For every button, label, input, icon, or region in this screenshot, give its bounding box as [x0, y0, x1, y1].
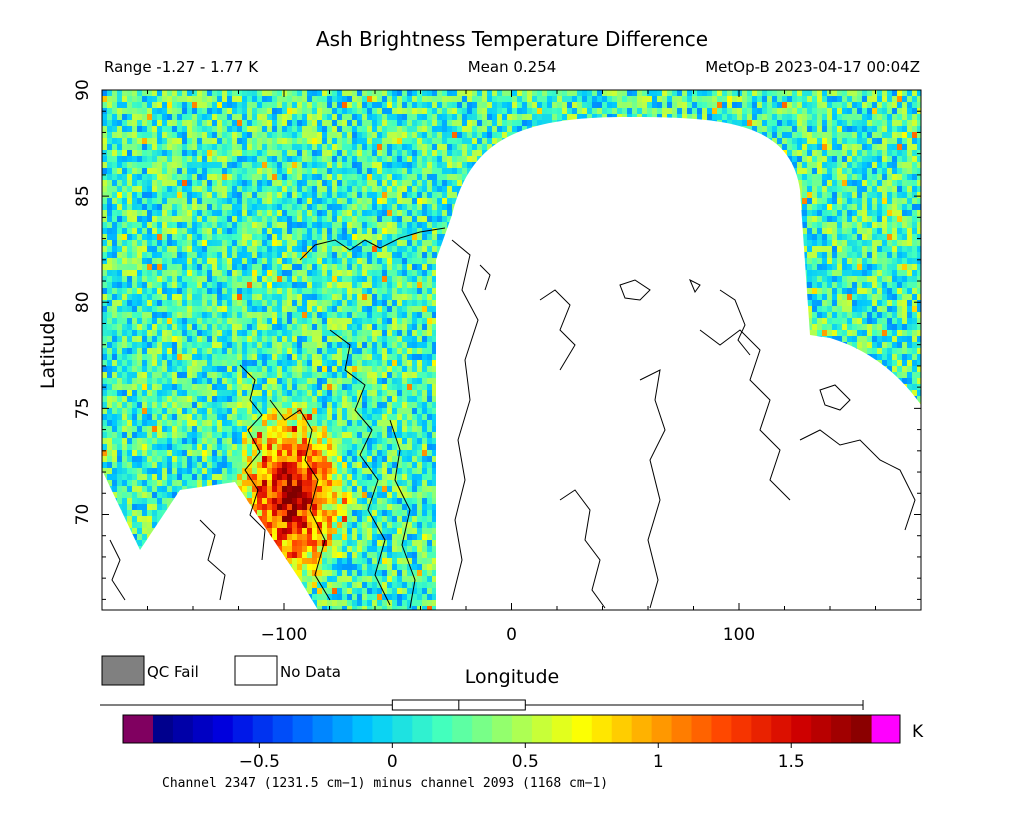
colorbar-segment	[851, 715, 872, 743]
colorbar-segment	[412, 715, 433, 743]
y-tick-label: 75	[73, 398, 93, 420]
legend-swatch-qc-fail	[101, 655, 145, 686]
colorbar-segment	[452, 715, 473, 743]
legend-label-no-data: No Data	[280, 663, 341, 681]
y-tick-label: 90	[73, 79, 93, 101]
x-tick-label: −100	[261, 625, 308, 645]
coastline-path-12	[699, 329, 791, 501]
colorbar-segment	[332, 715, 354, 743]
y-tick-label: 85	[73, 185, 93, 207]
coastline-path-14	[619, 279, 651, 301]
coastline-path-17	[819, 384, 851, 411]
coastline-path-1	[299, 227, 446, 261]
coastline-path-6	[109, 539, 126, 601]
coastline-path-7	[199, 519, 226, 601]
colorbar-segment	[531, 715, 553, 743]
colorbar-segment	[232, 715, 254, 743]
coastline-path-18	[479, 264, 491, 291]
colorbar-segment	[551, 715, 573, 743]
colorbar-segment	[691, 715, 713, 743]
footnote: Channel 2347 (1231.5 cm−1) minus channel…	[162, 776, 608, 791]
colorbar-units: K	[912, 722, 924, 742]
colorbar: −0.5 0 0.5 1 1.5	[122, 714, 901, 772]
colorbar-segment	[571, 715, 593, 743]
colorbar-segment	[631, 715, 653, 743]
no-data-region	[102, 117, 921, 610]
colorbar-segment	[611, 715, 633, 743]
y-tick-label: 70	[73, 504, 93, 526]
colorbar-segment	[791, 715, 812, 743]
colorbar-segment	[472, 715, 493, 743]
colorbar-segment	[751, 715, 772, 743]
x-tick-label: 0	[506, 625, 517, 645]
satellite-time-text: MetOp-B 2023-04-17 00:04Z	[705, 58, 920, 76]
colorbar-tick-label: −0.5	[239, 752, 280, 772]
colorbar-segment	[272, 715, 294, 743]
colorbar-segment	[432, 715, 453, 743]
range-text: Range -1.27 - 1.77 K	[104, 58, 259, 76]
coastline-path-3	[269, 399, 331, 601]
colorbar-segment	[512, 715, 533, 743]
colorbar-tick-label: 1	[653, 752, 664, 772]
mean-text: Mean 0.254	[468, 58, 557, 76]
colorbar-tick-label: 0	[387, 752, 398, 772]
y-axis-label: Latitude	[37, 311, 59, 389]
colorbar-segment	[312, 715, 334, 743]
colorbar-segment	[831, 715, 852, 743]
colorbar-segment	[392, 715, 413, 743]
x-tick-label: 100	[723, 625, 755, 645]
colorbar-segment	[711, 715, 732, 743]
colorbar-segment	[372, 715, 393, 743]
colorbar-tick-label: 1.5	[778, 752, 805, 772]
colorbar-segment	[811, 715, 832, 743]
coastline-path-2	[239, 364, 266, 561]
legend-swatch-no-data	[234, 655, 278, 686]
no-data-region-center	[436, 117, 921, 610]
colorbar-frame	[122, 714, 901, 744]
colorbar-segment	[731, 715, 752, 743]
coastline-path-8	[451, 239, 479, 601]
coastline-path-4	[329, 329, 391, 606]
legend: QC Fail No Data	[101, 655, 341, 686]
colorbar-segment	[192, 715, 214, 743]
colorbar-segment	[292, 715, 314, 743]
colorbar-segment	[252, 715, 274, 743]
coastline	[109, 227, 916, 609]
colorbar-segment	[212, 715, 234, 743]
y-axis: 70 75 80 85 90	[73, 79, 921, 600]
colorbar-tick-label: 0.5	[512, 752, 539, 772]
colorbar-segment	[492, 715, 513, 743]
coastline-path-9	[539, 289, 576, 371]
x-axis: −100 0 100	[101, 90, 922, 645]
colorbar-segment	[172, 715, 194, 743]
colorbar-segment	[671, 715, 693, 743]
legend-label-qc-fail: QC Fail	[147, 663, 199, 681]
distribution-boxplot	[100, 699, 864, 711]
coastline-path-15	[689, 278, 701, 294]
coastline-path-10	[639, 369, 666, 609]
coastline-path-16	[719, 289, 751, 356]
coastline-path-13	[799, 429, 916, 531]
colorbar-over-swatch	[871, 715, 900, 743]
colorbar-under-swatch	[123, 715, 153, 743]
colorbar-segment	[591, 715, 613, 743]
coastline-path-11	[559, 489, 606, 609]
no-data-region-left	[102, 470, 318, 610]
colorbar-segment	[771, 715, 792, 743]
x-axis-label: Longitude	[465, 666, 560, 688]
y-tick-label: 80	[73, 291, 93, 313]
colorbar-segment	[352, 715, 373, 743]
colorbar-segment	[153, 715, 174, 743]
coastline-path-5	[389, 419, 416, 609]
colorbar-segment	[651, 715, 673, 743]
chart-title: Ash Brightness Temperature Difference	[316, 27, 708, 51]
